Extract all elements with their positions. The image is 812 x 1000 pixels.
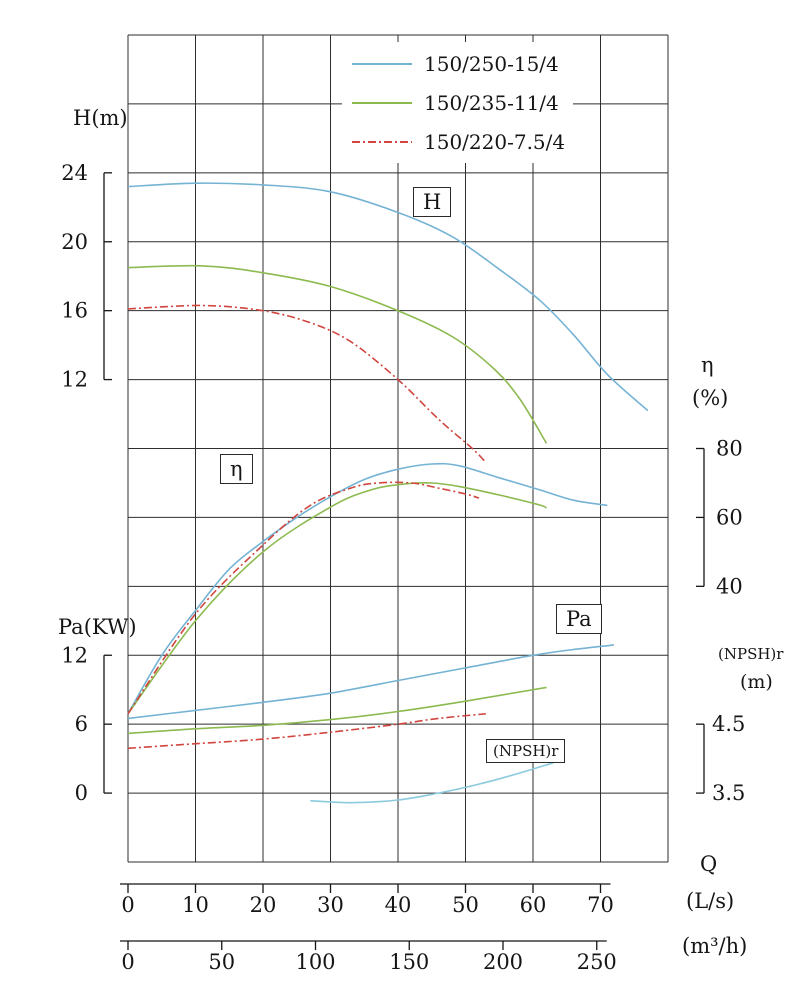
tick-label-npshr: 4.5 [712, 712, 745, 736]
curve-H [127, 264, 548, 444]
legend-label: 150/220-7.5/4 [424, 129, 566, 154]
legend-item: 150/250-15/4 [350, 44, 565, 83]
legend-line-swatch [350, 133, 414, 151]
curve-Pa [127, 686, 547, 735]
x-tick-label-m3h: 50 [208, 950, 235, 974]
x-tick-label-ls: 0 [121, 893, 134, 917]
q-axis-unit-m3h: (m³/h) [682, 934, 748, 958]
x-tick-label-m3h: 150 [389, 950, 429, 974]
tick-label-Pa: 12 [61, 643, 88, 667]
legend-label: 150/250-15/4 [424, 51, 559, 76]
curve-label-npshr: (NPSH)r [486, 739, 566, 763]
x-tick-label-ls: 20 [250, 893, 277, 917]
eta-axis-unit: (%) [692, 386, 729, 410]
h-axis-title: H(m) [73, 106, 128, 130]
tick-label-H: 24 [61, 161, 88, 185]
x-tick-label-ls: 60 [520, 893, 547, 917]
curve-eta [127, 462, 608, 715]
q-axis-unit-ls: (L/s) [686, 889, 735, 913]
npshr-axis: 4.5 3.5 [696, 712, 745, 805]
tick-label-H: 20 [61, 230, 88, 254]
curve-eta [127, 481, 480, 715]
x-tick-label-m3h: 0 [121, 950, 134, 974]
tick-label-H: 12 [61, 368, 88, 392]
tick-label-eta: 40 [716, 574, 743, 598]
legend: 150/250-15/4 150/235-11/4 150/220-7.5/4 [342, 42, 574, 163]
x-tick-label-m3h: 100 [295, 950, 335, 974]
curves [127, 182, 649, 804]
Pa-axis: 12 6 0 [61, 643, 112, 805]
curve-label-Pa: Pa [556, 604, 602, 634]
curve-Pa [127, 713, 486, 750]
q-axis-title: Q [700, 852, 718, 876]
tick-label-eta: 60 [716, 505, 743, 529]
npshr-axis-title: (NPSH)r [718, 645, 784, 663]
x-tick-label-ls: 30 [317, 893, 344, 917]
npshr-axis-unit: (m) [740, 671, 773, 693]
tick-label-eta: 80 [716, 437, 743, 461]
tick-label-Pa: 0 [75, 781, 88, 805]
x-tick-label-m3h: 200 [483, 950, 523, 974]
tick-label-H: 16 [61, 299, 88, 323]
legend-item: 150/235-11/4 [350, 83, 565, 122]
H-axis: 24 20 16 12 [61, 161, 112, 392]
curve-Pa [127, 644, 615, 720]
eta-axis-title: η [701, 353, 714, 377]
x-tick-label-ls: 10 [182, 893, 209, 917]
curve-label-eta: η [220, 454, 253, 484]
tick-label-Pa: 6 [75, 712, 88, 736]
curve-H [127, 182, 649, 412]
x-tick-label-ls: 40 [385, 893, 412, 917]
curve-eta [127, 482, 547, 715]
curve-npshr [310, 762, 554, 804]
legend-line-swatch [350, 94, 414, 112]
tick-label-npshr: 3.5 [712, 781, 745, 805]
x-tick-label-ls: 70 [587, 893, 614, 917]
x-tick-label-ls: 50 [452, 893, 479, 917]
x-tick-label-m3h: 250 [577, 950, 617, 974]
pa-axis-title: Pa(KW) [58, 615, 137, 639]
curve-label-H: H [413, 187, 452, 217]
x-axis-ls: 0 10 20 30 40 50 60 70 [120, 883, 614, 917]
eta-axis: 80 60 40 [696, 437, 743, 598]
legend-item: 150/220-7.5/4 [350, 122, 565, 161]
legend-line-graphic [352, 140, 412, 143]
curve-H [127, 304, 487, 463]
legend-line-graphic [352, 62, 412, 65]
x-axis-m3h: 0 50 100 150 200 250 [120, 940, 617, 974]
legend-line-swatch [350, 55, 414, 73]
legend-label: 150/235-11/4 [424, 90, 559, 115]
legend-line-graphic [352, 101, 412, 104]
